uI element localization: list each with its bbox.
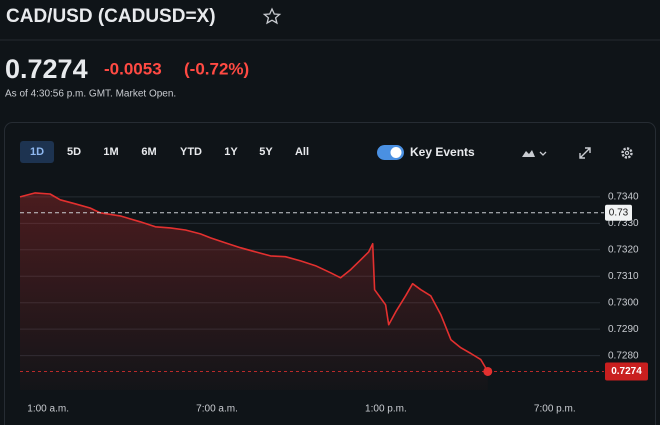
y-tick-label: 0.7340 <box>608 192 639 203</box>
price-area <box>20 192 488 390</box>
chart-type-caret <box>539 151 547 156</box>
y-tick-label: 0.7320 <box>608 244 639 255</box>
range-button[interactable]: 1D <box>30 146 44 158</box>
range-button[interactable]: 5D <box>67 146 81 158</box>
reference-label: 0.73 <box>609 207 629 218</box>
range-button[interactable]: YTD <box>180 146 202 158</box>
price-change: -0.0053 <box>104 59 162 78</box>
last-price-label: 0.7274 <box>611 366 642 377</box>
x-tick-label: 7:00 a.m. <box>196 404 238 415</box>
last-price-box <box>605 362 648 381</box>
settings-icon[interactable] <box>621 147 633 159</box>
price-line <box>19 192 489 372</box>
y-tick-label: 0.7330 <box>608 218 639 229</box>
y-tick-label: 0.7300 <box>608 297 639 308</box>
range-button[interactable]: 5Y <box>259 146 273 158</box>
chart-type-icon[interactable] <box>522 150 535 157</box>
y-tick-label: 0.7280 <box>608 350 639 361</box>
settings-icon-center <box>624 150 630 156</box>
y-tick-label: 0.7310 <box>608 271 639 282</box>
watchlist-star[interactable] <box>262 7 282 25</box>
x-tick-label: 1:00 p.m. <box>365 404 407 415</box>
y-tick-label: 0.7290 <box>608 324 639 335</box>
range-button[interactable]: 1Y <box>224 146 238 158</box>
x-tick-label: 1:00 a.m. <box>27 404 69 415</box>
key-events-label[interactable]: Key Events <box>410 145 475 159</box>
reference-label-box <box>605 204 632 221</box>
price-change-percent: (-0.72%) <box>184 59 249 78</box>
range-button[interactable]: All <box>295 146 309 158</box>
range-button-active[interactable] <box>20 141 54 163</box>
range-button[interactable]: 1M <box>103 146 118 158</box>
x-tick-label: 7:00 p.m. <box>534 404 576 415</box>
price: 0.7274 <box>5 54 88 84</box>
fullscreen-icon[interactable] <box>579 147 591 159</box>
last-price-dot <box>483 366 493 376</box>
range-button[interactable]: 6M <box>141 146 156 158</box>
timestamp: As of 4:30:56 p.m. GMT. Market Open. <box>5 89 176 100</box>
quote-title: CAD/USD (CADUSD=X) <box>6 6 216 27</box>
toggle-knob <box>390 147 402 158</box>
